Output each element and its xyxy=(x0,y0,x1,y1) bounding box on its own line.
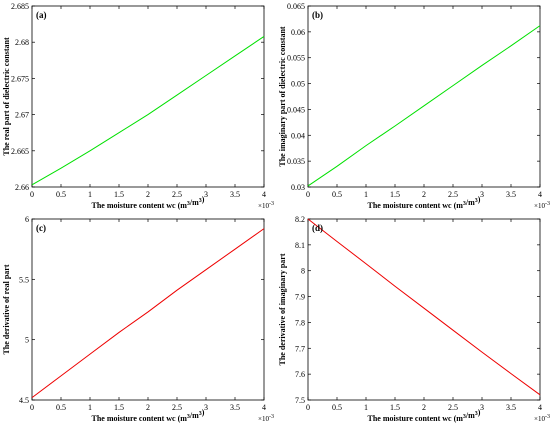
y-tick-label: 8 xyxy=(301,267,305,276)
x-axis-label: The moisture content wc (m3/m3) xyxy=(92,195,205,210)
y-tick-label: 8.2 xyxy=(295,215,305,224)
y-tick-label: 0.035 xyxy=(287,157,305,166)
x-tick-label: 0.5 xyxy=(56,403,66,412)
x-tick-label: 0 xyxy=(306,403,310,412)
x-tick-label: 3 xyxy=(480,403,484,412)
y-tick-label: 6 xyxy=(25,215,29,224)
chart-panel: 0 0.5 1 1.5 2 2.5 3 3.5 4 4.5 5 5.5 6 (c) The moisture… xyxy=(2,215,274,423)
x-tick-label: 2 xyxy=(422,403,426,412)
x-tick-label: 0 xyxy=(30,190,34,199)
y-tick-label: 0.06 xyxy=(291,28,305,37)
y-tick-label: 0.03 xyxy=(291,183,305,192)
x-tick-label: 3.5 xyxy=(230,190,240,199)
x-tick-label: 2 xyxy=(146,190,150,199)
y-tick-label: 0.05 xyxy=(291,80,305,89)
x-tick-label: 2 xyxy=(422,190,426,199)
x-tick-label: 1.5 xyxy=(390,403,400,412)
panel-label: (c) xyxy=(36,223,46,233)
x-tick-label: 0.5 xyxy=(332,190,342,199)
x-tick-label: 4 xyxy=(262,190,266,199)
y-tick-label: 7.9 xyxy=(295,293,305,302)
x-tick-label: 0.5 xyxy=(56,190,66,199)
series-line xyxy=(307,218,541,396)
x-tick-label: 1.5 xyxy=(114,190,124,199)
x-tick-label: 1.5 xyxy=(390,190,400,199)
panel-label: (a) xyxy=(36,10,47,20)
x-tick-label: 4 xyxy=(538,190,542,199)
x-tick-label: 2.5 xyxy=(172,403,182,412)
y-tick-label: 5.5 xyxy=(19,275,29,284)
x-tick-label: 0.5 xyxy=(332,403,342,412)
x-tick-label: 1 xyxy=(88,190,92,199)
y-tick-label: 0.055 xyxy=(287,54,305,63)
x-tick-label: 1 xyxy=(88,403,92,412)
y-tick-label: 0.04 xyxy=(291,131,305,140)
y-tick-label: 2.68 xyxy=(15,38,29,47)
y-tick-label: 7.6 xyxy=(295,370,305,379)
y-tick-label: 4.5 xyxy=(19,396,29,405)
y-axis-label: The real part of dielectric constant xyxy=(2,37,11,156)
x-tick-label: 2 xyxy=(146,403,150,412)
x-tick-label: 0 xyxy=(306,190,310,199)
x-multiplier-label: ×10-3 xyxy=(258,414,274,423)
x-tick-label: 2.5 xyxy=(448,403,458,412)
x-tick-label: 3.5 xyxy=(506,190,516,199)
x-axis-label: The moisture content wc (m3/m3) xyxy=(368,195,481,210)
series-line xyxy=(31,228,265,398)
y-axis-label: The derivative of imaginary part xyxy=(278,253,287,365)
x-multiplier-label: ×10-3 xyxy=(534,414,550,423)
y-tick-label: 2.675 xyxy=(11,74,29,83)
x-tick-label: 3 xyxy=(204,190,208,199)
y-tick-label: 7.7 xyxy=(295,344,305,353)
x-multiplier-label: ×10-3 xyxy=(534,201,550,210)
y-tick-label: 7.5 xyxy=(295,396,305,405)
plot-frame xyxy=(307,5,541,188)
y-tick-label: 2.66 xyxy=(15,183,29,192)
y-tick-label: 2.67 xyxy=(15,111,29,120)
x-tick-label: 4 xyxy=(538,403,542,412)
y-tick-label: 0.045 xyxy=(287,105,305,114)
x-tick-label: 2.5 xyxy=(448,190,458,199)
y-tick-label: 2.685 xyxy=(11,2,29,11)
x-tick-label: 1 xyxy=(364,403,368,412)
series-line xyxy=(31,35,265,186)
y-tick-label: 0.065 xyxy=(287,2,305,11)
x-tick-label: 4 xyxy=(262,403,266,412)
x-axis-label: The moisture content wc (m3/m3) xyxy=(368,408,481,423)
y-tick-label: 5 xyxy=(25,336,29,345)
x-tick-label: 3.5 xyxy=(230,403,240,412)
x-tick-label: 1.5 xyxy=(114,403,124,412)
plot-frame xyxy=(31,218,265,401)
x-multiplier-label: ×10-3 xyxy=(258,201,274,210)
chart-panel: 0 0.5 1 1.5 2 2.5 3 3.5 4 0.03 0.035 0.04 0.045 0.05 0… xyxy=(278,2,550,210)
plot-frame xyxy=(31,5,265,188)
y-tick-label: 2.665 xyxy=(11,147,29,156)
x-tick-label: 2.5 xyxy=(172,190,182,199)
x-tick-label: 3.5 xyxy=(506,403,516,412)
x-tick-label: 3 xyxy=(204,403,208,412)
x-axis-label: The moisture content wc (m3/m3) xyxy=(92,408,205,423)
panel-label: (d) xyxy=(312,223,323,233)
chart-panel: 0 0.5 1 1.5 2 2.5 3 3.5 4 7.5 7.6 7.7 7.8 7.9 8 8.1 8.2 (… xyxy=(278,215,550,423)
x-tick-label: 3 xyxy=(480,190,484,199)
y-axis-label: The derivative of real part xyxy=(2,264,11,354)
y-tick-label: 7.8 xyxy=(295,318,305,327)
x-tick-label: 0 xyxy=(30,403,34,412)
y-tick-label: 8.1 xyxy=(295,241,305,250)
y-axis-label: The imaginary part of dielectric constan… xyxy=(278,26,287,167)
panel-label: (b) xyxy=(312,10,323,20)
x-tick-label: 1 xyxy=(364,190,368,199)
chart-panel: 0 0.5 1 1.5 2 2.5 3 3.5 4 2.66 2.665 2.67 2.675 2.68 2… xyxy=(2,2,274,210)
